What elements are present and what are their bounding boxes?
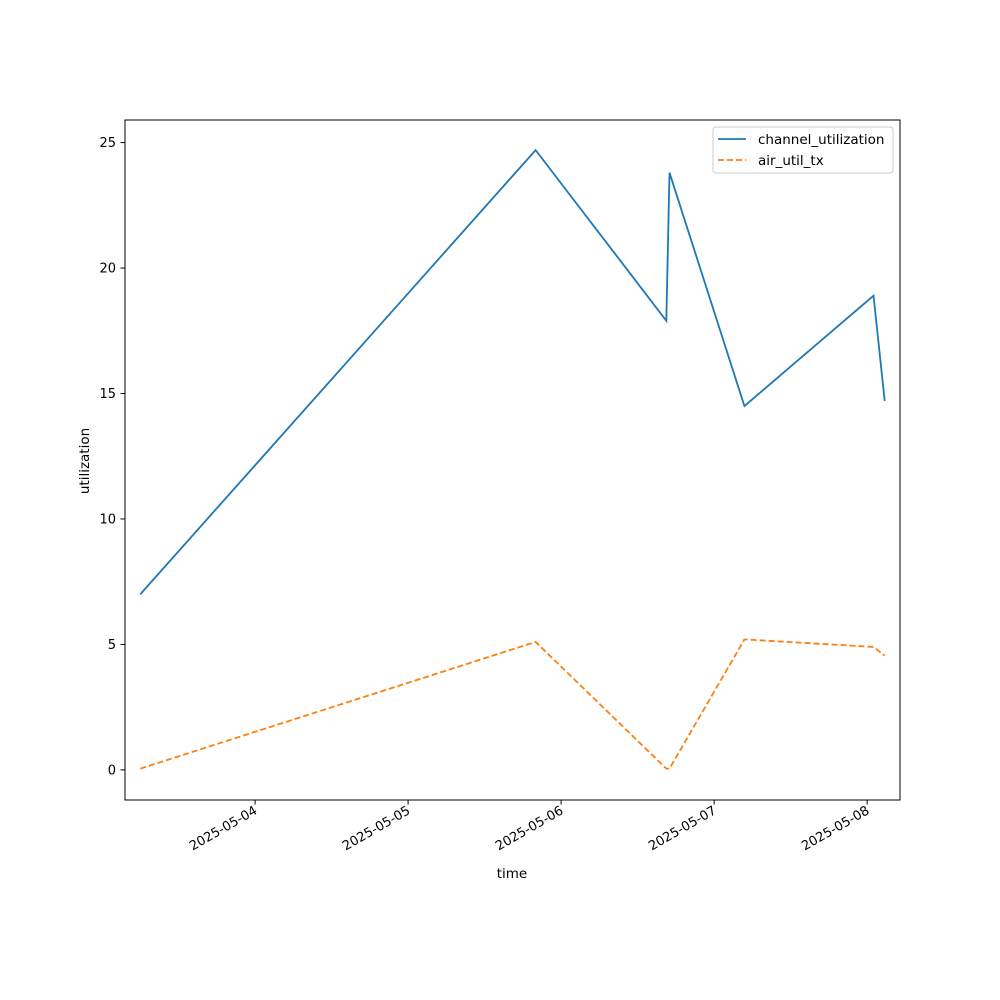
y-tick-label: 10 — [99, 512, 116, 527]
x-axis-label: time — [497, 866, 528, 882]
legend-label: channel_utilization — [758, 132, 885, 148]
y-tick-label: 0 — [108, 763, 116, 778]
legend-label: air_util_tx — [758, 153, 824, 169]
legend-box — [712, 126, 894, 174]
y-tick-label: 15 — [99, 387, 116, 402]
legend: channel_utilization air_util_tx — [712, 126, 894, 174]
y-axis: 0 5 10 15 20 25 — [99, 136, 125, 778]
series-layer — [139, 148, 886, 770]
y-tick-label: 25 — [99, 136, 116, 151]
y-tick-label: 5 — [108, 638, 116, 653]
y-tick-label: 20 — [99, 262, 116, 277]
series-line-channel-utilization — [139, 148, 886, 595]
plot-frame — [124, 119, 901, 801]
plot-area — [125, 120, 900, 800]
y-axis-label: utilization — [77, 428, 93, 494]
series-line-air-util-tx — [140, 638, 886, 770]
